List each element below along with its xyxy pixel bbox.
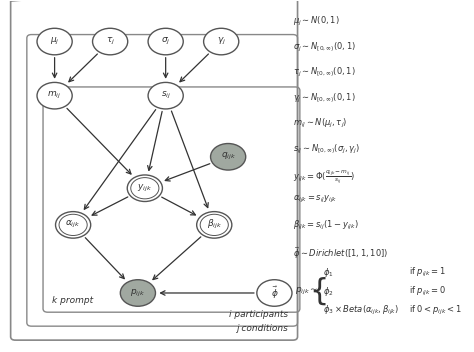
Text: $\phi_1$: $\phi_1$	[323, 265, 334, 278]
Text: $s_{ij}$: $s_{ij}$	[161, 90, 171, 101]
Circle shape	[131, 178, 159, 199]
Text: $s_{ij} \sim N_{[0,\infty)}(\sigma_j, \gamma_j)$: $s_{ij} \sim N_{[0,\infty)}(\sigma_j, \g…	[293, 143, 360, 156]
Text: if $p_{ijk} = 0$: if $p_{ijk} = 0$	[409, 285, 446, 298]
Text: $\alpha_{ijk} = s_{ij}y_{ijk}$: $\alpha_{ijk} = s_{ij}y_{ijk}$	[293, 194, 337, 205]
Circle shape	[120, 280, 155, 306]
Text: $\alpha_{ijk}$: $\alpha_{ijk}$	[65, 219, 81, 231]
Text: $\tau_j \sim N_{[0,\infty)}(0, 1)$: $\tau_j \sim N_{[0,\infty)}(0, 1)$	[293, 66, 356, 80]
Circle shape	[55, 212, 91, 238]
Text: $\gamma_j \sim N_{[0,\infty)}(0, 1)$: $\gamma_j \sim N_{[0,\infty)}(0, 1)$	[293, 92, 356, 105]
Text: $\vec{\phi}$: $\vec{\phi}$	[271, 285, 278, 301]
Text: $q_{ijk}$: $q_{ijk}$	[220, 151, 236, 162]
Circle shape	[148, 28, 183, 55]
Circle shape	[210, 144, 246, 170]
Circle shape	[148, 82, 183, 109]
Text: if $p_{ijk} = 1$: if $p_{ijk} = 1$	[409, 265, 446, 278]
Text: $\phi_3 \times Beta(\alpha_{ijk}, \beta_{ijk})$: $\phi_3 \times Beta(\alpha_{ijk}, \beta_…	[323, 304, 399, 317]
Text: $\beta_{ijk}$: $\beta_{ijk}$	[207, 218, 222, 232]
Circle shape	[92, 28, 128, 55]
Text: j conditions: j conditions	[237, 324, 288, 333]
Text: $\vec{\phi} \sim Dirichlet([1,1,10])$: $\vec{\phi} \sim Dirichlet([1,1,10])$	[293, 245, 388, 260]
Circle shape	[59, 214, 87, 235]
Text: $m_{ij}$: $m_{ij}$	[47, 90, 62, 101]
Text: $\gamma_j$: $\gamma_j$	[217, 36, 226, 47]
Text: $\{$: $\{$	[309, 275, 327, 307]
Text: if $0 < p_{ijk} < 1$: if $0 < p_{ijk} < 1$	[409, 304, 461, 317]
Circle shape	[37, 82, 72, 109]
Text: $\mu_j$: $\mu_j$	[50, 36, 59, 47]
Text: $\phi_2$: $\phi_2$	[323, 285, 334, 298]
Text: $\mu_j \sim N(0, 1)$: $\mu_j \sim N(0, 1)$	[293, 15, 339, 29]
Circle shape	[37, 28, 72, 55]
Text: $m_{ij} \sim N(\mu_j, \tau_j)$: $m_{ij} \sim N(\mu_j, \tau_j)$	[293, 117, 347, 131]
Text: k prompt: k prompt	[52, 296, 93, 305]
Circle shape	[197, 212, 232, 238]
Text: $y_{ijk} = \Phi(\frac{q_{ijk}-m_{ij}}{s_{ij}})$: $y_{ijk} = \Phi(\frac{q_{ijk}-m_{ij}}{s_…	[293, 168, 355, 186]
Text: i participants: i participants	[229, 310, 288, 319]
Text: $\sigma_j \sim N_{[0,\infty)}(0, 1)$: $\sigma_j \sim N_{[0,\infty)}(0, 1)$	[293, 41, 356, 54]
Text: $p_{ijk}$: $p_{ijk}$	[130, 288, 146, 298]
Text: $\tau_j$: $\tau_j$	[106, 36, 115, 47]
Circle shape	[127, 175, 163, 201]
Text: $y_{ijk}$: $y_{ijk}$	[137, 183, 152, 194]
Circle shape	[200, 214, 228, 235]
Text: $p_{ijk} \sim$: $p_{ijk} \sim$	[295, 286, 319, 297]
Text: $\sigma_j$: $\sigma_j$	[161, 36, 170, 47]
Circle shape	[257, 280, 292, 306]
Circle shape	[204, 28, 239, 55]
Text: $\beta_{ijk} = s_{ij}(1 - y_{ijk})$: $\beta_{ijk} = s_{ij}(1 - y_{ijk})$	[293, 219, 359, 232]
